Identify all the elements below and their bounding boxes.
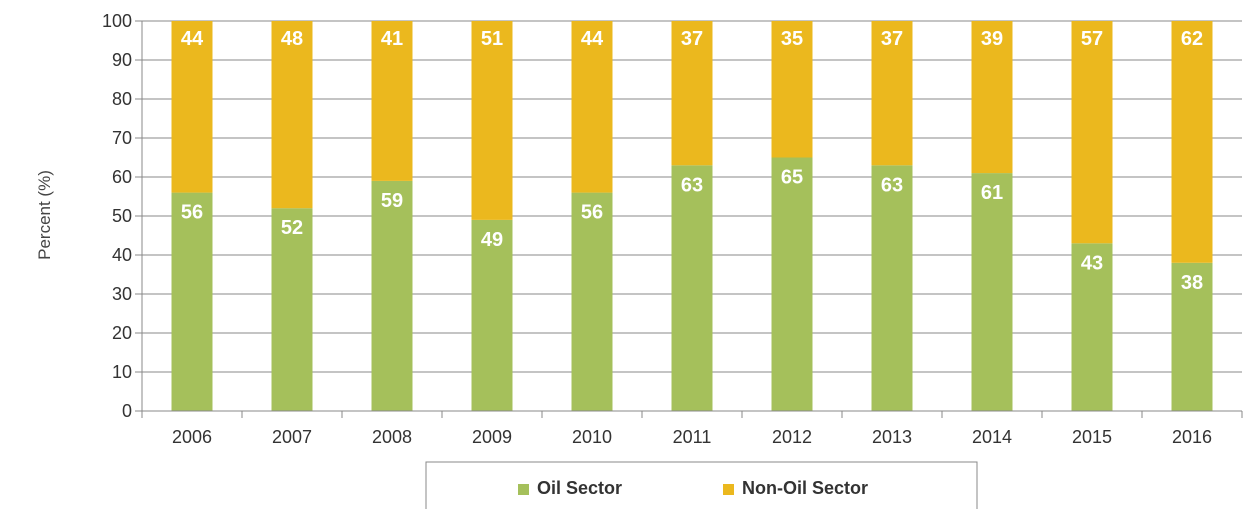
bar-non-oil-sector-2006 — [171, 21, 213, 193]
data-label-oil-sector-2008: 59 — [381, 190, 403, 212]
data-label-non-oil-sector-2013: 37 — [881, 28, 903, 50]
bars — [171, 21, 1213, 411]
y-tick-label-0: 0 — [122, 401, 132, 421]
y-tick-label-80: 80 — [112, 89, 132, 109]
bar-non-oil-sector-2009 — [471, 21, 513, 220]
y-axis-label: Percent (%) — [35, 170, 54, 260]
data-labels: 56 44 52 48 59 41 49 51 56 44 63 37 65 35 63 37 61 39 43 57… — [181, 28, 1203, 294]
data-label-oil-sector-2011: 63 — [681, 174, 703, 196]
data-label-non-oil-sector-2007: 48 — [281, 28, 303, 50]
bar-oil-sector-2016 — [1171, 262, 1213, 411]
data-label-oil-sector-2009: 49 — [481, 229, 503, 251]
data-label-oil-sector-2014: 61 — [981, 182, 1003, 204]
x-tick-label-2008: 2008 — [372, 427, 412, 447]
legend-swatch-oil-sector — [518, 484, 529, 495]
y-tick-label-20: 20 — [112, 323, 132, 343]
y-tick-label-90: 90 — [112, 50, 132, 70]
bar-non-oil-sector-2012 — [771, 21, 813, 158]
bar-non-oil-sector-2007 — [271, 21, 313, 209]
legend-swatch-non-oil-sector — [723, 484, 734, 495]
y-tick-label-60: 60 — [112, 167, 132, 187]
bar-oil-sector-2012 — [771, 157, 813, 411]
bar-oil-sector-2010 — [571, 192, 613, 411]
legend: Oil Sector Non-Oil Sector — [425, 461, 978, 511]
legend-box — [425, 461, 978, 511]
bar-non-oil-sector-2010 — [571, 21, 613, 193]
y-tick-label-70: 70 — [112, 128, 132, 148]
y-tick-label-100: 100 — [102, 11, 132, 31]
bar-non-oil-sector-2011 — [671, 21, 713, 166]
data-label-oil-sector-2007: 52 — [281, 217, 303, 239]
bar-non-oil-sector-2016 — [1171, 21, 1213, 263]
y-tick-label-50: 50 — [112, 206, 132, 226]
data-label-non-oil-sector-2006: 44 — [181, 28, 204, 50]
x-tick-label-2014: 2014 — [972, 427, 1012, 447]
data-label-non-oil-sector-2008: 41 — [381, 28, 403, 50]
x-tick-label-2012: 2012 — [772, 427, 812, 447]
x-tick-label-2010: 2010 — [572, 427, 612, 447]
data-label-non-oil-sector-2016: 62 — [1181, 28, 1203, 50]
bar-oil-sector-2008 — [371, 180, 413, 411]
bar-non-oil-sector-2015 — [1071, 21, 1113, 244]
bar-oil-sector-2011 — [671, 165, 713, 411]
legend-label-non-oil-sector: Non-Oil Sector — [742, 478, 868, 498]
bar-oil-sector-2006 — [171, 192, 213, 411]
x-tick-label-2011: 2011 — [673, 427, 712, 447]
bar-oil-sector-2009 — [471, 219, 513, 411]
data-label-oil-sector-2013: 63 — [881, 174, 903, 196]
x-tick-label-2016: 2016 — [1172, 427, 1212, 447]
y-tick-label-10: 10 — [112, 362, 132, 382]
legend-label-oil-sector: Oil Sector — [537, 478, 622, 498]
x-tick-label-2006: 2006 — [172, 427, 212, 447]
x-tick-label-2007: 2007 — [272, 427, 312, 447]
axes: 0 10 20 30 40 50 60 70 80 90 100 2006 2007 2008 2009 20… — [102, 11, 1243, 447]
data-label-non-oil-sector-2015: 57 — [1081, 28, 1103, 50]
bar-oil-sector-2015 — [1071, 243, 1113, 411]
data-label-oil-sector-2006: 56 — [181, 202, 203, 224]
bar-oil-sector-2013 — [871, 165, 913, 411]
data-label-non-oil-sector-2012: 35 — [781, 28, 803, 50]
bar-non-oil-sector-2013 — [871, 21, 913, 166]
data-label-oil-sector-2010: 56 — [581, 202, 603, 224]
data-label-non-oil-sector-2009: 51 — [481, 28, 503, 50]
bar-non-oil-sector-2008 — [371, 21, 413, 181]
data-label-non-oil-sector-2014: 39 — [981, 28, 1003, 50]
data-label-non-oil-sector-2011: 37 — [681, 28, 703, 50]
x-tick-label-2013: 2013 — [872, 427, 912, 447]
x-tick-label-2009: 2009 — [472, 427, 512, 447]
bar-non-oil-sector-2014 — [971, 21, 1013, 174]
data-label-oil-sector-2016: 38 — [1181, 272, 1203, 294]
y-tick-label-30: 30 — [112, 284, 132, 304]
data-label-oil-sector-2012: 65 — [781, 167, 803, 189]
data-label-oil-sector-2015: 43 — [1081, 252, 1103, 274]
bar-oil-sector-2007 — [271, 208, 313, 411]
data-label-non-oil-sector-2010: 44 — [581, 28, 604, 50]
x-tick-label-2015: 2015 — [1072, 427, 1112, 447]
bar-oil-sector-2014 — [971, 173, 1013, 411]
y-tick-label-40: 40 — [112, 245, 132, 265]
